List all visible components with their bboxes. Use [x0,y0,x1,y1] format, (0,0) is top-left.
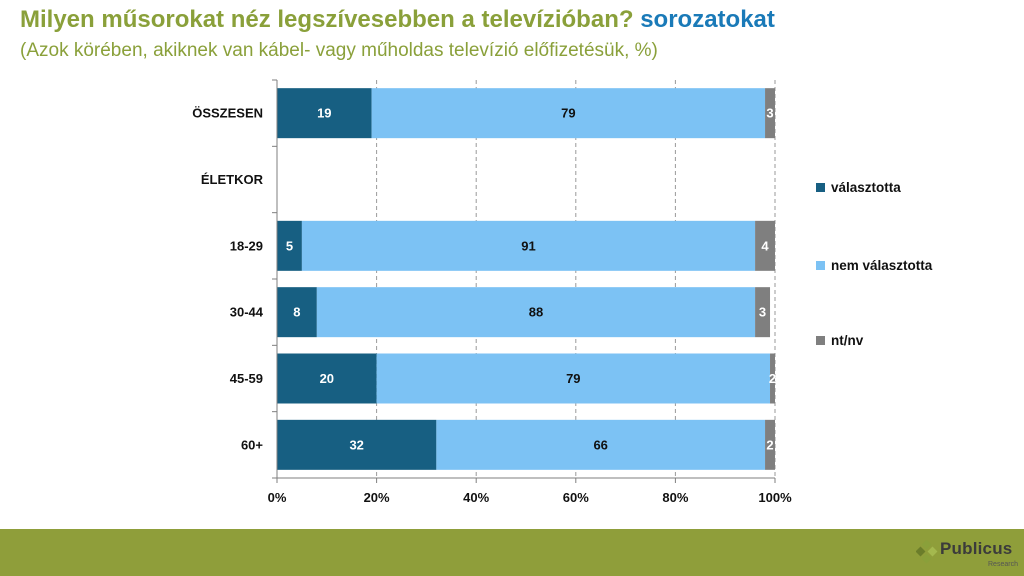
chart-title: Milyen műsorokat néz legszívesebben a te… [20,6,775,34]
data-label: 8 [293,305,300,320]
bar-segment [770,353,775,404]
bar-segment [436,419,766,470]
x-tick-label: 40% [463,490,489,505]
x-tick-label: 100% [758,490,792,505]
publicus-logo-icon [916,540,938,564]
data-label: 88 [529,305,543,320]
x-tick-label: 20% [364,490,390,505]
legend-label-valasztotta: választotta [831,180,901,195]
category-label: 18-29 [230,238,263,253]
bar-segment [316,287,756,338]
legend-item-nem-valasztotta: nem választotta [816,258,932,273]
data-label: 20 [320,371,334,386]
legend-label-ntnv: nt/nv [831,333,864,348]
publicus-logo: Publicus Research [916,536,1020,572]
category-label: ÉLETKOR [201,172,264,187]
data-label: 4 [761,238,769,253]
bar-segment [765,419,775,470]
data-label: 19 [317,106,331,121]
footer-bar [0,529,1024,576]
bar-segment [277,88,372,139]
data-label: 79 [566,371,580,386]
data-label: 3 [759,305,766,320]
title-main: Milyen műsorokat néz legszívesebben a te… [20,6,634,33]
bar-segment [277,220,302,271]
legend-item-valasztotta: választotta [816,180,901,195]
x-tick-label: 0% [268,490,287,505]
category-label: 60+ [241,437,263,452]
data-label: 3 [766,106,773,121]
bar-segment [371,88,766,139]
chart-subtitle: (Azok körében, akiknek van kábel- vagy m… [20,40,658,61]
stacked-bar-chart: 0% 20% 40% 60% 80% 100% ÖSSZESEN ÉLETKOR 18-29 30… [192,79,792,505]
legend-swatch-ntnv [816,335,825,345]
bar-segment [765,88,775,139]
title-highlight: sorozatokat [640,6,775,33]
bar-segment [755,220,775,271]
bar-segment [277,419,437,470]
data-label: 2 [769,371,776,386]
data-label: 5 [286,238,293,253]
category-label: ÖSSZESEN [192,106,263,121]
legend-label-nem-valasztotta: nem választotta [831,258,933,273]
bar-segment [301,220,756,271]
legend-item-ntnv: nt/nv [816,333,863,348]
legend-swatch-valasztotta [816,182,825,192]
x-tick-label: 60% [563,490,589,505]
data-label: 79 [561,106,575,121]
logo-subtext: Research [988,561,1018,568]
logo-text: Publicus [940,539,1013,558]
data-label: 91 [521,238,535,253]
data-label: 32 [349,437,363,452]
bar-segment [755,287,771,338]
x-tick-label: 80% [662,490,688,505]
category-label: 30-44 [230,305,264,320]
data-label: 2 [766,437,773,452]
bar-segment [376,353,771,404]
category-label: 45-59 [230,371,263,386]
data-label: 66 [593,437,607,452]
bar-segment [277,287,317,338]
bar-segment [277,353,377,404]
legend-swatch-nem-valasztotta [816,260,825,270]
